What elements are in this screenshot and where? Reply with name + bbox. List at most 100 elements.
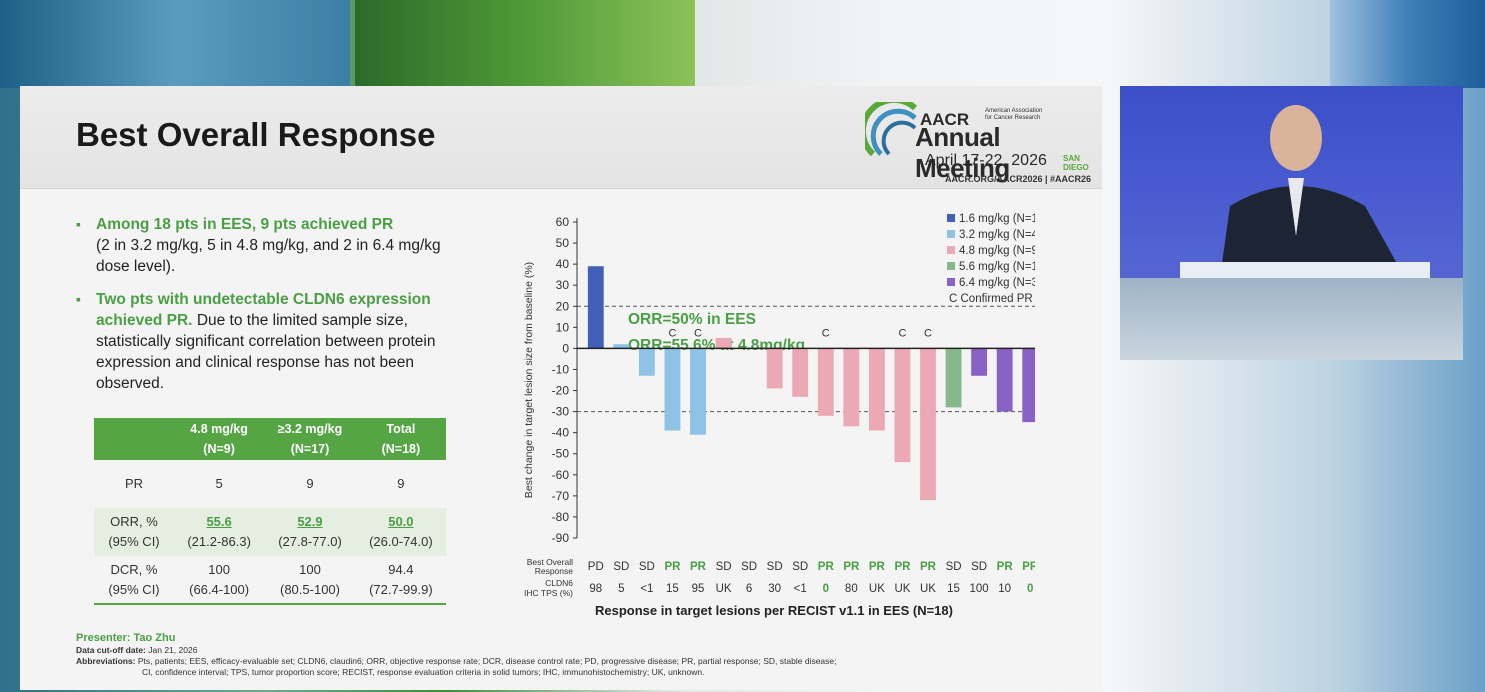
tps-label: 6	[746, 583, 752, 595]
table-cell: 9	[306, 476, 314, 491]
table-header-cell: ≥3.2 mg/kg (N=17)	[264, 418, 356, 460]
row-label: Best Overall	[527, 557, 573, 567]
confirmed-marker: C	[924, 327, 932, 339]
table-row: DCR, % 100 100 94.4	[94, 556, 446, 580]
abbrev-label: Abbreviations:	[76, 656, 136, 666]
bar	[715, 337, 732, 349]
table-cell: 100	[208, 562, 230, 577]
bar	[868, 348, 885, 431]
dna-photo-strip	[1330, 0, 1485, 88]
response-label: SD	[767, 561, 783, 573]
legend-swatch	[947, 230, 955, 238]
legend-swatch	[947, 214, 955, 222]
lab-photo-strip	[0, 0, 350, 88]
table-header-row: 4.8 mg/kg (N=9) ≥3.2 mg/kg (N=17) Total …	[94, 418, 446, 460]
bullet-text: Due to the limited sample size, statisti…	[96, 312, 436, 392]
bar	[587, 266, 604, 349]
bar	[945, 348, 962, 408]
table-cell: 50.0	[388, 514, 414, 529]
row-label: DCR, %	[110, 562, 158, 577]
response-label: SD	[639, 561, 655, 573]
abbrev-line: Abbreviations: Pts, patients; EES, effic…	[76, 656, 1086, 667]
row-label: PR	[124, 476, 144, 491]
tps-label: <1	[640, 583, 653, 595]
table-cell: 100	[299, 562, 321, 577]
y-tick-label: 60	[556, 215, 570, 229]
response-label: PR	[869, 561, 886, 573]
response-label: SD	[971, 561, 987, 573]
legend-swatch	[947, 262, 955, 270]
y-tick-label: -50	[552, 447, 570, 461]
background-lab-photo	[1120, 278, 1463, 360]
response-label: SD	[741, 561, 757, 573]
y-tick-label: -20	[552, 384, 570, 398]
legend-swatch	[947, 246, 955, 254]
abbrev-text: Pts, patients; EES, efficacy-evaluable s…	[137, 656, 837, 666]
bar	[843, 348, 860, 427]
logo-city: SAN DIEGO	[1063, 154, 1089, 172]
legend-label: 4.8 mg/kg (N=9)	[959, 245, 1035, 257]
y-tick-label: -10	[552, 362, 570, 376]
tps-label: 10	[998, 583, 1011, 595]
tps-label: 95	[692, 583, 705, 595]
waterfall-chart: 6050403020100-10-20-30-40-50-60-70-80-90…	[523, 213, 1035, 598]
y-tick-label: 20	[556, 299, 570, 313]
row-label: (95% CI)	[108, 582, 160, 597]
response-label: PD	[588, 561, 604, 573]
row-label: ORR, %	[94, 508, 174, 532]
legend-label: 6.4 mg/kg (N=3)	[959, 277, 1035, 289]
logo-url: AACR.ORG/AACR2026 | #AACR26	[945, 174, 1092, 184]
tps-label: 80	[845, 583, 858, 595]
table-cell: 94.4	[388, 562, 414, 577]
response-label: PR	[997, 561, 1014, 573]
response-label: PR	[690, 561, 707, 573]
table-cell: 52.9	[297, 514, 323, 529]
y-tick-label: -70	[552, 489, 570, 503]
legend-label: 1.6 mg/kg (N=1)	[959, 213, 1035, 225]
bar	[792, 348, 809, 397]
table-cell: 9	[397, 476, 405, 491]
slide-title: Best Overall Response	[76, 116, 436, 153]
row-label: (95% CI)	[94, 532, 174, 556]
response-label: PR	[920, 561, 937, 573]
tps-label: 100	[970, 583, 989, 595]
response-label: SD	[946, 561, 962, 573]
table-cell: (72.7-99.9)	[369, 582, 433, 597]
legend-swatch	[947, 278, 955, 286]
row-label: Response	[535, 566, 574, 576]
bar	[996, 348, 1013, 412]
table-row: PR 5 9 9	[94, 460, 446, 508]
tps-label: 5	[618, 583, 624, 595]
response-table: 4.8 mg/kg (N=9) ≥3.2 mg/kg (N=17) Total …	[94, 418, 446, 605]
response-label: PR	[1022, 561, 1035, 573]
tps-label: 0	[823, 583, 829, 595]
presentation-slide: Best Overall Response AACR American Asso…	[20, 86, 1102, 690]
speaker-video	[1120, 86, 1463, 278]
confirmed-marker: C	[694, 327, 702, 339]
table-cell: 5	[215, 476, 223, 491]
tps-label: 0	[1027, 583, 1033, 595]
table-cell: 55.6	[206, 514, 232, 529]
chart-annotation: ORR=50% in EES	[628, 311, 756, 328]
response-label: PR	[664, 561, 681, 573]
y-tick-label: 0	[562, 341, 569, 355]
table-header-cell: 4.8 mg/kg (N=9)	[174, 418, 265, 460]
bar	[894, 348, 911, 463]
table-header-cell	[94, 418, 174, 460]
cutoff-line: Data cut-off date: Jan 21, 2026	[76, 645, 1086, 656]
row-label: CLDN6	[545, 578, 573, 588]
tps-label: 98	[589, 583, 602, 595]
cutoff-label: Data cut-off date:	[76, 645, 146, 655]
bullet-square-icon: ▪	[76, 291, 81, 307]
table-cell: (80.5-100)	[280, 582, 340, 597]
tps-label: <1	[794, 583, 807, 595]
bar	[766, 348, 783, 389]
bar	[971, 348, 988, 376]
tps-label: UK	[716, 583, 732, 595]
tps-label: 30	[768, 583, 781, 595]
tps-label: UK	[894, 583, 910, 595]
chart-xlabel: Response in target lesions per RECIST v1…	[595, 603, 953, 618]
y-tick-label: -90	[552, 531, 570, 545]
table-cell: (21.2-86.3)	[174, 532, 265, 556]
y-tick-label: 50	[556, 236, 570, 250]
